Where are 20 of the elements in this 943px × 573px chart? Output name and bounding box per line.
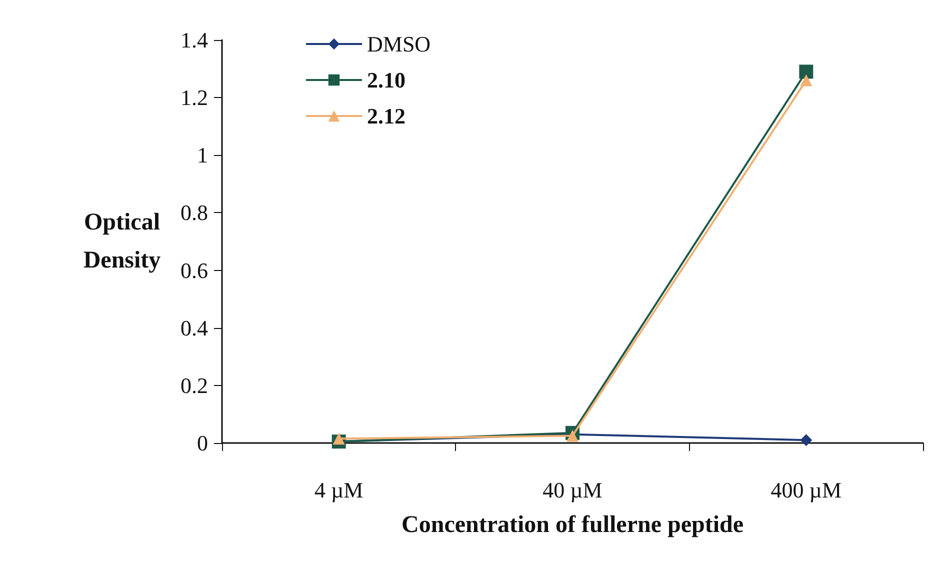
point <box>799 64 814 79</box>
point <box>800 434 812 446</box>
x-tick-label: 400 µM <box>770 478 842 502</box>
y-axis-title: Optical Density <box>83 210 161 274</box>
legend-label: 2.10 <box>367 68 406 92</box>
x-tick-label: 4 µM <box>314 478 364 502</box>
y-tick-label: 1.2 <box>180 85 208 110</box>
point <box>332 432 345 445</box>
y-tick-label: 1.4 <box>180 28 208 52</box>
legend-label: DMSO <box>367 32 431 56</box>
x-axis-title: Concentration of fullerne peptide <box>402 512 744 538</box>
y-tick-label: 0.6 <box>180 258 208 283</box>
legend-label: 2.12 <box>367 104 406 128</box>
y-tick-label: 0 <box>197 430 208 456</box>
y-tick-label: 0.4 <box>180 315 208 340</box>
point <box>800 74 812 86</box>
y-tick-label: 0.2 <box>180 372 208 398</box>
y-tick-label: 1 <box>197 142 208 168</box>
y-tick-label: 0.8 <box>180 200 208 226</box>
x-tick-label: 40 µM <box>542 478 602 502</box>
